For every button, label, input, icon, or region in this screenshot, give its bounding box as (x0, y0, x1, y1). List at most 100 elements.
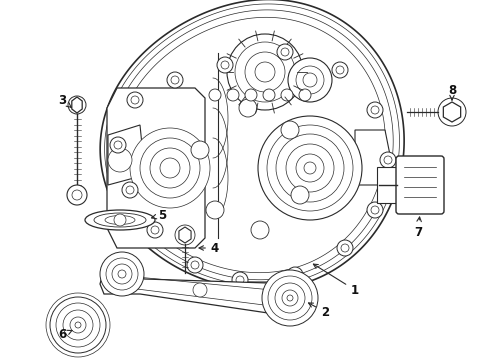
Circle shape (206, 201, 224, 219)
Circle shape (217, 57, 233, 73)
Circle shape (147, 222, 163, 238)
Circle shape (281, 89, 293, 101)
Circle shape (267, 125, 353, 211)
Circle shape (106, 258, 138, 290)
Circle shape (112, 264, 132, 284)
Circle shape (268, 276, 312, 320)
Circle shape (286, 144, 334, 192)
Circle shape (291, 271, 299, 279)
Circle shape (287, 295, 293, 301)
Circle shape (151, 226, 159, 234)
Circle shape (171, 76, 179, 84)
Circle shape (288, 58, 332, 102)
Circle shape (296, 154, 324, 182)
Circle shape (167, 72, 183, 88)
Circle shape (277, 44, 293, 60)
Polygon shape (230, 282, 270, 300)
Polygon shape (108, 125, 145, 185)
Circle shape (232, 272, 248, 288)
Circle shape (108, 148, 132, 172)
FancyBboxPatch shape (396, 156, 444, 214)
Circle shape (332, 62, 348, 78)
Circle shape (126, 186, 134, 194)
Circle shape (221, 61, 229, 69)
Circle shape (235, 42, 295, 102)
Text: 8: 8 (448, 84, 456, 100)
Circle shape (236, 276, 244, 284)
Circle shape (275, 283, 305, 313)
Circle shape (63, 310, 93, 340)
Polygon shape (100, 269, 312, 313)
Circle shape (100, 252, 144, 296)
Circle shape (276, 134, 344, 202)
Circle shape (384, 156, 392, 164)
Circle shape (282, 290, 298, 306)
Circle shape (255, 62, 275, 82)
Polygon shape (443, 102, 461, 122)
Circle shape (281, 48, 289, 56)
Circle shape (67, 185, 87, 205)
Circle shape (150, 148, 190, 188)
Polygon shape (72, 97, 82, 113)
Circle shape (140, 138, 200, 198)
Circle shape (371, 206, 379, 214)
Circle shape (245, 52, 285, 92)
Circle shape (46, 293, 110, 357)
Circle shape (68, 96, 86, 114)
Circle shape (341, 244, 349, 252)
Circle shape (122, 182, 138, 198)
Circle shape (227, 34, 303, 110)
Circle shape (191, 261, 199, 269)
Circle shape (75, 322, 81, 328)
Circle shape (262, 270, 318, 326)
Circle shape (303, 73, 317, 87)
Polygon shape (179, 227, 191, 243)
Circle shape (110, 137, 126, 153)
Circle shape (193, 283, 207, 297)
Polygon shape (107, 88, 205, 248)
Circle shape (336, 66, 344, 74)
Circle shape (245, 89, 257, 101)
Circle shape (337, 240, 353, 256)
Circle shape (227, 89, 239, 101)
Circle shape (209, 89, 221, 101)
Text: 2: 2 (309, 303, 329, 319)
Ellipse shape (105, 216, 135, 225)
Circle shape (114, 141, 122, 149)
Circle shape (251, 221, 269, 239)
Text: 5: 5 (152, 208, 166, 221)
Text: 4: 4 (199, 242, 219, 255)
Circle shape (263, 89, 275, 101)
Circle shape (127, 92, 143, 108)
Circle shape (367, 202, 383, 218)
Circle shape (72, 190, 82, 200)
Polygon shape (355, 130, 390, 185)
Text: 3: 3 (58, 94, 71, 107)
Circle shape (239, 99, 257, 117)
Circle shape (287, 267, 303, 283)
Circle shape (160, 158, 180, 178)
Circle shape (187, 257, 203, 273)
Circle shape (367, 102, 383, 118)
Circle shape (242, 283, 258, 299)
Text: 1: 1 (314, 264, 359, 297)
Circle shape (130, 128, 210, 208)
Circle shape (191, 141, 209, 159)
Circle shape (56, 303, 100, 347)
Circle shape (380, 152, 396, 168)
Circle shape (438, 98, 466, 126)
Circle shape (281, 121, 299, 139)
Text: 6: 6 (58, 328, 72, 342)
Ellipse shape (94, 213, 146, 227)
Circle shape (131, 96, 139, 104)
Circle shape (175, 225, 195, 245)
Circle shape (118, 270, 126, 278)
Text: 7: 7 (414, 217, 422, 239)
Circle shape (299, 89, 311, 101)
Circle shape (114, 214, 126, 226)
Polygon shape (100, 0, 404, 290)
Circle shape (296, 66, 324, 94)
Circle shape (371, 106, 379, 114)
Circle shape (304, 162, 316, 174)
Ellipse shape (85, 210, 155, 230)
